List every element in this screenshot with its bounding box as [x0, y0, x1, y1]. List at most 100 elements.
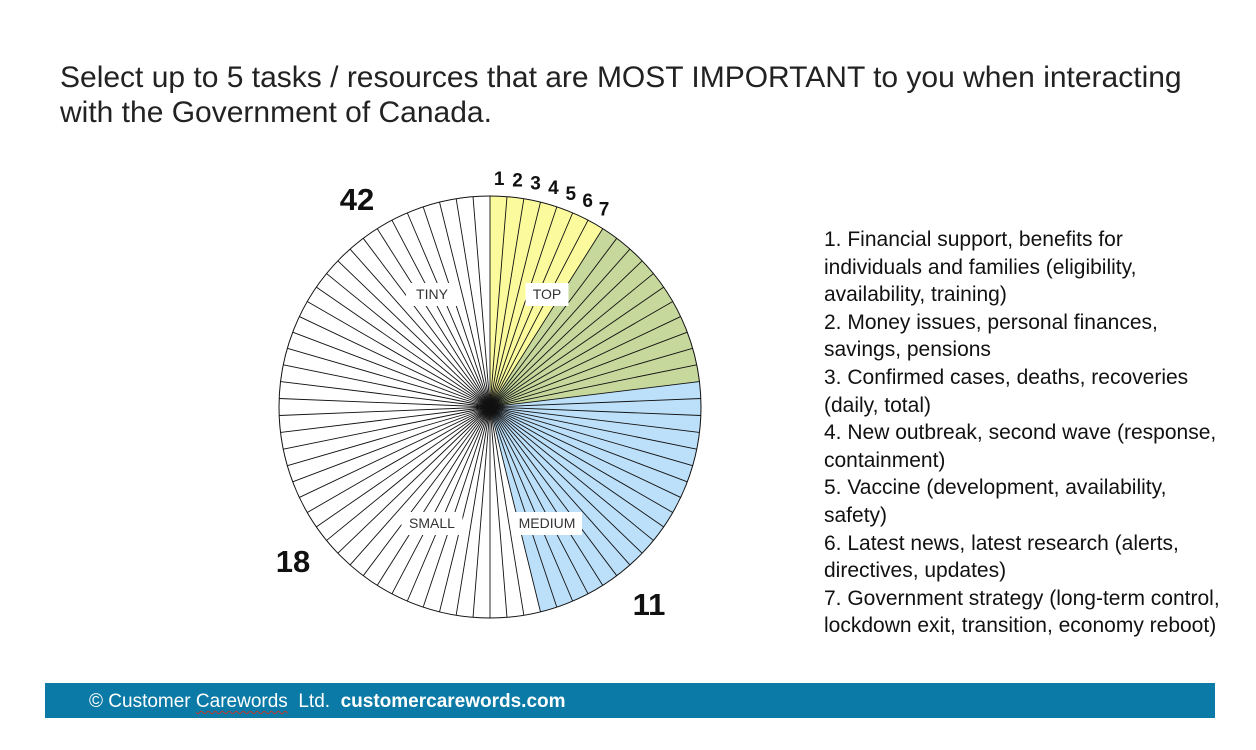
task-wedge-line: [489, 196, 508, 408]
legend-item-5: 5. Vaccine (development, availability, s…: [824, 476, 1167, 527]
group-label-box: [525, 283, 569, 306]
task-legend: 1. Financial support, benefits for indiv…: [824, 226, 1224, 640]
task-wedge-line: [489, 406, 618, 576]
task-wedge-line: [489, 248, 631, 408]
task-wedge-line: [391, 406, 491, 595]
task-wedge-line: [316, 406, 491, 528]
task-wedge-line: [337, 406, 491, 554]
task-wedge-line: [489, 406, 508, 618]
task-wedge-line: [292, 331, 491, 408]
task-wedge-line: [299, 406, 491, 498]
task-wedge-line: [283, 364, 491, 408]
task-wedge-line: [489, 406, 525, 616]
task-wedge-line: [489, 406, 558, 608]
task-wedge-line: [439, 406, 491, 612]
task-wedge-line: [391, 219, 491, 408]
task-wedge-line: [299, 316, 491, 408]
legend-item-4: 4. New outbreak, second wave (response, …: [824, 421, 1217, 472]
task-wedge-line: [489, 212, 574, 408]
pie-outline: [278, 195, 702, 619]
group-label-top: TOP: [533, 286, 562, 302]
task-wedge-line: [489, 406, 664, 528]
task-wedge-line: [489, 406, 697, 450]
task-wedge-line: [283, 406, 491, 450]
count-label-small: 18: [276, 544, 310, 579]
count-label-tiny: 42: [340, 182, 374, 217]
footer-text: © Customer Carewords Ltd. customercarewo…: [89, 691, 566, 713]
task-wedge-line: [455, 198, 491, 408]
task-wedge-line: [489, 406, 589, 595]
task-wedge-line: [489, 406, 643, 554]
task-wedge-line: [489, 406, 700, 433]
task-wedge-line: [362, 406, 491, 576]
task-wedge-line: [489, 406, 693, 467]
task-wedge-line: [489, 406, 654, 541]
task-wedge-line: [307, 301, 491, 408]
legend-item-1: 1. Financial support, benefits for indiv…: [824, 228, 1137, 307]
task-wedge-line: [279, 406, 491, 416]
task-wedge-line: [362, 238, 491, 408]
task-wedge-line: [439, 202, 491, 408]
task-wedge-line: [489, 202, 541, 408]
task-wedge-line: [489, 381, 700, 408]
count-label-medium: 11: [633, 587, 666, 622]
group-label-box: [512, 512, 582, 535]
task-wedge-line: [489, 331, 688, 408]
task-wedge-line: [489, 347, 693, 408]
task-wedge-line: [489, 406, 673, 513]
task-wedge-line: [326, 273, 491, 408]
task-wedge-line: [422, 206, 491, 408]
task-wedge-line: [489, 273, 654, 408]
task-wedge-line: [489, 364, 697, 408]
legend-item-2: 2. Money issues, personal finances, savi…: [824, 310, 1158, 362]
task-wedge-line: [280, 381, 491, 408]
wedge-label: 5: [566, 184, 577, 205]
task-wedge-line: [472, 406, 491, 618]
task-wedge-line: [489, 406, 631, 566]
task-wedge-line: [489, 406, 604, 586]
pie-slice-medium: [490, 228, 700, 407]
task-wedge-line: [489, 219, 589, 408]
legend-item-7: 7. Government strategy (long-term contro…: [824, 586, 1220, 638]
task-wedge-line: [489, 398, 701, 408]
task-wedge-line: [307, 406, 491, 513]
footer-copyright: © Customer: [89, 691, 196, 712]
task-wedge-line: [279, 398, 491, 408]
task-wedge-line: [472, 196, 491, 408]
task-wedge-line: [489, 260, 643, 408]
pie-slice-tiny: [279, 196, 541, 618]
task-wedge-line: [337, 260, 491, 408]
task-wedge-line: [489, 238, 618, 408]
task-wedge-line: [489, 198, 525, 408]
task-wedge-line: [326, 406, 491, 541]
task-wedge-line: [455, 406, 491, 616]
wedge-label: 2: [512, 171, 523, 192]
task-wedge-line: [292, 406, 491, 483]
task-wedge-line: [287, 406, 491, 467]
task-wedge-line: [406, 406, 491, 602]
task-wedge-line: [489, 406, 688, 483]
task-wedge-line: [287, 347, 491, 408]
task-wedge-line: [376, 228, 491, 408]
task-wedge-line: [489, 406, 541, 612]
footer-bar: © Customer Carewords Ltd. customercarewo…: [45, 683, 1215, 718]
footer-company: Ltd.: [287, 691, 341, 712]
task-wedge-line: [422, 406, 491, 608]
task-wedge-line: [489, 406, 701, 416]
wedge-label: 7: [599, 200, 610, 221]
legend-item-6: 6. Latest news, latest research (alerts,…: [824, 531, 1179, 583]
group-label-small: SMALL: [409, 515, 455, 531]
group-label-box: [406, 283, 458, 306]
footer-brand: Carewords: [195, 691, 288, 712]
task-wedge-line: [349, 248, 491, 408]
task-wedge-line: [406, 212, 491, 408]
footer-website[interactable]: customercarewords.com: [340, 691, 566, 712]
page-title: Select up to 5 tasks / resources that ar…: [60, 61, 1182, 129]
group-label-box: [401, 512, 463, 535]
task-wedge-line: [489, 316, 681, 408]
task-wedge-line: [316, 286, 491, 408]
task-wedge-line: [489, 406, 681, 498]
legend-item-3: 3. Confirmed cases, deaths, recoveries (…: [824, 365, 1189, 417]
task-wedge-line: [349, 406, 491, 566]
